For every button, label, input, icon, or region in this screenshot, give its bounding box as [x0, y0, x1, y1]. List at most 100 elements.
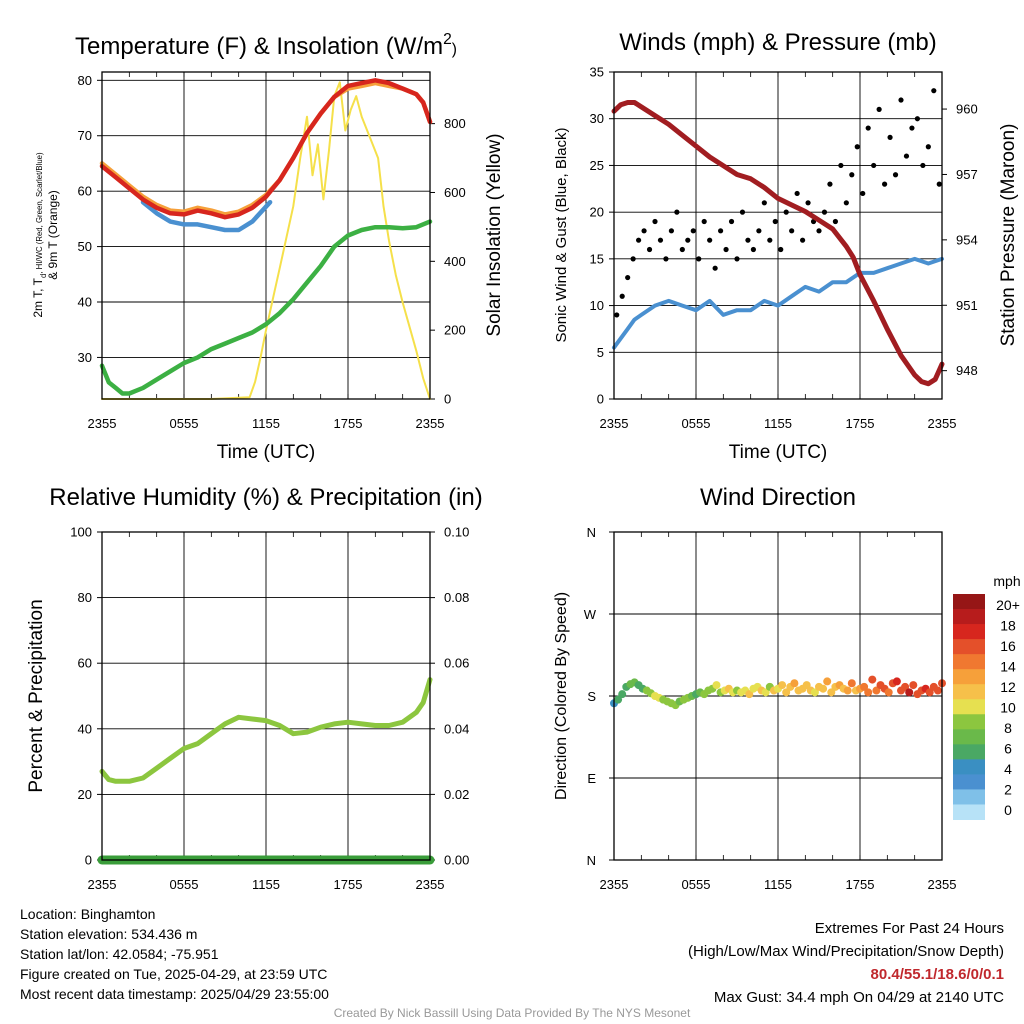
- wind-gust-point: [701, 218, 707, 225]
- max-gust-text: Max Gust: 34.4 mph On 04/29 at 2140 UTC: [713, 989, 1004, 1006]
- wind-gust-point: [646, 246, 653, 253]
- wind-gust-point: [657, 237, 664, 243]
- wind-border: [613, 71, 943, 400]
- rh-y2tick-label: 0.08: [444, 590, 469, 605]
- wind-y2tick-label: 951: [956, 298, 978, 313]
- wind-ytick-label: 5: [597, 345, 604, 360]
- dir-point: [782, 688, 791, 697]
- temp-y2tick-label: 400: [444, 254, 466, 269]
- wind-ytick-label: 10: [590, 298, 604, 313]
- wind-gust-point: [745, 237, 751, 243]
- wind-gust-point: [625, 274, 631, 281]
- wind-ytick-label: 0: [597, 392, 604, 407]
- temp-xtick-label: 2355: [416, 416, 445, 431]
- wind-ytick-label: 35: [590, 65, 604, 80]
- wind-gust-point: [712, 265, 718, 271]
- dir-point: [827, 688, 836, 697]
- dir-legend-label: 14: [1000, 659, 1016, 675]
- wind-gust-point: [614, 312, 620, 318]
- wind-gust-point: [849, 172, 855, 178]
- temp-ytick-label: 80: [78, 73, 92, 88]
- temp-xlabel: Time (UTC): [217, 442, 316, 463]
- temp-xtick-label: 1755: [334, 416, 363, 431]
- wind-y2tick-label: 954: [956, 232, 978, 247]
- wind-ytick-label: 30: [590, 111, 604, 126]
- dir-legend-swatch: [953, 804, 985, 820]
- dir-ytick-label: S: [587, 689, 596, 704]
- dir-ytick-label: N: [587, 525, 596, 540]
- dir-point: [872, 686, 881, 695]
- rh-border: [101, 531, 431, 861]
- rh-ytick-label: 0: [85, 853, 92, 868]
- location-text: Location: Binghamton: [20, 906, 156, 922]
- wind-gust-point: [821, 209, 828, 215]
- station-info: Location: Binghamton Station elevation: …: [20, 904, 329, 1004]
- wind-xtick-label: 2355: [600, 416, 629, 431]
- dir-point: [712, 681, 721, 690]
- temp-ytick-label: 70: [78, 128, 92, 143]
- wind-y2tick-label: 957: [956, 167, 978, 182]
- dir-point: [868, 675, 877, 684]
- dir-point: [892, 677, 901, 686]
- wind-gust-point: [652, 218, 658, 225]
- temp-2m-line: [99, 78, 433, 220]
- temp-ytick-label: 50: [78, 239, 92, 254]
- wind-gust-point: [723, 246, 729, 253]
- wind-gust-point: [718, 228, 724, 234]
- wind-xtick-label: 1155: [764, 416, 792, 431]
- wind-speed-line: [612, 256, 944, 350]
- wind-gust-point: [772, 218, 778, 225]
- dir-point: [823, 677, 832, 686]
- wind-gust-point: [696, 256, 702, 262]
- wind-xtick-label: 0555: [682, 416, 711, 431]
- temp-y2label: Solar Insolation (Yellow): [484, 133, 505, 336]
- rh-ytick-label: 40: [78, 721, 92, 736]
- wind-pressure-line: [611, 100, 945, 387]
- extremes-values: 80.4/55.1/18.6/0/0.1: [870, 966, 1004, 983]
- wind-gust-point: [827, 181, 833, 187]
- wind-gust-point: [871, 162, 877, 169]
- dir-legend-swatch: [953, 609, 985, 625]
- wind-gust-point: [778, 246, 784, 253]
- wind-gust-point: [816, 228, 822, 234]
- dir-point: [909, 681, 918, 690]
- dir-legend-swatch: [953, 714, 985, 730]
- dir-point: [745, 690, 754, 699]
- rh-y2tick-label: 0.02: [444, 787, 469, 802]
- dir-legend-label: 18: [1000, 618, 1016, 634]
- dir-ytick-label: E: [587, 771, 596, 786]
- wind-gust-point: [887, 134, 893, 140]
- dir-point: [618, 690, 627, 699]
- extremes-legend: (High/Low/Max Wind/Precipitation/Snow De…: [688, 943, 1004, 960]
- wind-y2label: Station Pressure (Maroon): [998, 124, 1019, 347]
- rh-y2tick-label: 0.06: [444, 656, 469, 671]
- temp-ylabel: 2m T, Td, HI/WC (Red, Green, Scarlet/Blu…: [31, 152, 48, 318]
- dir-legend-swatch: [953, 729, 985, 745]
- temp-xtick-label: 1155: [252, 416, 280, 431]
- temp-border: [101, 71, 431, 400]
- dir-legend-label: 0: [1004, 802, 1012, 818]
- wind-gust-point: [679, 246, 685, 253]
- elevation-text: Station elevation: 534.436 m: [20, 926, 198, 942]
- dir-xtick-label: 0555: [682, 877, 711, 892]
- temp-y2tick-label: 200: [444, 323, 466, 338]
- dir-legend-label: 8: [1004, 720, 1012, 736]
- dir-point: [905, 688, 914, 697]
- temp-windchill-line: [140, 199, 273, 233]
- temp-xtick-label: 2355: [88, 416, 117, 431]
- rh-xtick-label: 1155: [252, 877, 280, 892]
- dir-border: [613, 531, 943, 861]
- wind-gust-point: [619, 293, 625, 299]
- wind-gust-point: [914, 116, 921, 122]
- dir-title: Wind Direction: [700, 484, 856, 511]
- credit-text: Created By Nick Bassill Using Data Provi…: [333, 1006, 691, 1020]
- wind-gust-point: [707, 237, 713, 243]
- wind-gust-point: [739, 209, 746, 215]
- temp-y2tick-label: 800: [444, 116, 466, 131]
- temp-ytick-label: 30: [78, 350, 92, 365]
- dir-xtick-label: 1755: [846, 877, 875, 892]
- dir-xtick-label: 1155: [764, 877, 792, 892]
- rh-ytick-label: 100: [70, 525, 92, 540]
- dir-legend-swatch: [953, 744, 985, 760]
- temp-y2tick-label: 600: [444, 185, 466, 200]
